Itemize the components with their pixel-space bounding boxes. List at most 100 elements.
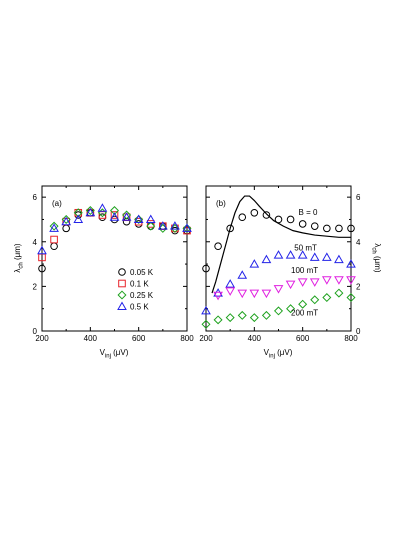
data-point [146,222,155,230]
data-point [109,206,120,216]
data-point [38,264,46,273]
data-point [261,310,271,320]
data-point [73,208,83,218]
series-annotation: 50 mT [294,244,317,253]
data-point [298,299,308,309]
data-point [273,306,284,316]
data-point [262,211,271,219]
data-point [310,295,320,305]
data-point [237,310,247,320]
data-point [238,213,247,222]
x-tick-label: 200 [35,334,49,343]
legend-label: 0.05 K [130,268,154,277]
data-point [286,304,296,314]
data-point [225,287,236,296]
data-point [273,285,284,294]
data-point [309,252,320,261]
data-point [334,276,344,285]
panel-b-xlabel: Vinj (μV) [264,348,293,360]
data-point [297,250,308,259]
data-point [322,293,332,303]
data-point [214,242,222,251]
data-point [297,278,308,287]
x-tick-label: 600 [132,334,146,343]
data-point [49,221,59,231]
data-point [273,250,284,259]
data-point [249,313,259,323]
data-point [225,313,235,323]
x-tick-label: 800 [180,334,194,343]
data-point [85,206,95,216]
data-point [286,215,295,224]
data-point [171,226,179,235]
data-point [261,254,272,264]
panel-b-points [201,208,356,329]
data-point [346,276,356,285]
data-point [134,214,144,224]
data-point [170,221,180,230]
data-point [146,220,155,228]
data-point [157,221,168,230]
panel-a-legend: 0.05 K 0.1 K 0.25 K 0.5 K [117,268,154,312]
panel-a-xlabel: Vinj (μV) [100,348,129,360]
data-point [202,264,210,273]
data-point [110,211,119,219]
data-point [249,289,260,299]
panel-a-ylabel: λch (μm) [13,243,25,273]
legend-marker [118,279,126,288]
panel-b-annotations: B = 0 50 mT 100 mT 200 mT [291,208,318,317]
x-tick-label: 600 [296,334,310,343]
data-point [213,291,223,301]
series-annotation: 100 mT [291,266,318,275]
panel-a-points [37,203,192,273]
data-point [309,278,320,287]
data-point [323,224,331,233]
x-tick-label: 800 [344,334,358,343]
data-point [249,259,260,268]
data-point [347,224,355,233]
data-point [237,289,248,299]
x-tick-label: 400 [248,334,262,343]
data-point [335,224,343,233]
data-point [237,270,248,279]
panel-b-label: (b) [216,199,226,208]
y-tick-label: 6 [33,193,38,202]
data-point [346,293,356,303]
data-point [37,245,47,255]
data-point [285,280,296,290]
model-curve [211,195,351,294]
y-tick-label: 0 [33,327,38,336]
y-tick-label: 2 [356,282,361,291]
y-tick-label: 2 [33,282,38,291]
data-point [145,214,156,223]
data-point [97,203,108,212]
data-point [121,212,132,221]
data-point [182,223,192,233]
panel-b-curve [211,195,351,294]
data-point [50,235,58,244]
series-annotation: B = 0 [299,208,318,217]
data-point [201,305,211,315]
data-point [122,210,132,220]
data-point [50,242,58,251]
data-point [146,221,156,231]
y-tick-label: 6 [356,193,361,202]
legend-label: 0.5 K [130,303,149,312]
data-point [61,216,72,226]
legend-marker [117,301,127,310]
data-point [261,289,272,299]
x-tick-label: 400 [84,334,98,343]
data-point [133,214,144,223]
x-tick-label: 200 [199,334,213,343]
data-point [346,259,356,268]
data-point [49,223,59,232]
legend-marker [118,268,126,276]
panel-a-frame [41,185,188,332]
data-point [321,276,332,285]
data-point [85,207,96,217]
data-point [321,252,332,261]
data-point [201,319,211,329]
